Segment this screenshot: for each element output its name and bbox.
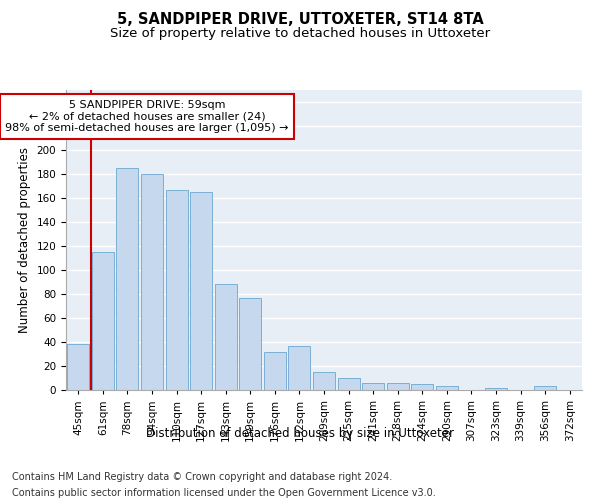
Text: Contains HM Land Registry data © Crown copyright and database right 2024.: Contains HM Land Registry data © Crown c… <box>12 472 392 482</box>
Bar <box>386 383 409 390</box>
Bar <box>67 344 89 390</box>
Bar <box>141 174 163 390</box>
Bar <box>166 190 188 390</box>
Bar <box>116 168 139 390</box>
Bar <box>264 352 286 390</box>
Bar <box>190 192 212 390</box>
Text: 5, SANDPIPER DRIVE, UTTOXETER, ST14 8TA: 5, SANDPIPER DRIVE, UTTOXETER, ST14 8TA <box>116 12 484 28</box>
Bar <box>289 346 310 390</box>
Bar <box>411 384 433 390</box>
Bar <box>362 383 384 390</box>
Bar <box>338 378 359 390</box>
Bar <box>313 372 335 390</box>
Bar <box>485 388 507 390</box>
Text: 5 SANDPIPER DRIVE: 59sqm
← 2% of detached houses are smaller (24)
98% of semi-de: 5 SANDPIPER DRIVE: 59sqm ← 2% of detache… <box>5 100 289 133</box>
Bar <box>92 252 114 390</box>
Text: Distribution of detached houses by size in Uttoxeter: Distribution of detached houses by size … <box>146 428 454 440</box>
Bar <box>436 386 458 390</box>
Text: Contains public sector information licensed under the Open Government Licence v3: Contains public sector information licen… <box>12 488 436 498</box>
Y-axis label: Number of detached properties: Number of detached properties <box>18 147 31 333</box>
Bar <box>239 298 262 390</box>
Bar <box>534 386 556 390</box>
Bar <box>215 284 237 390</box>
Text: Size of property relative to detached houses in Uttoxeter: Size of property relative to detached ho… <box>110 28 490 40</box>
